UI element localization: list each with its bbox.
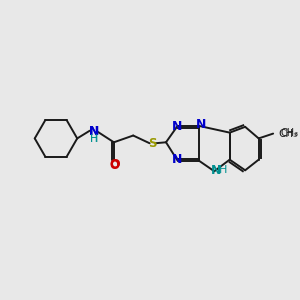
Text: H: H [219,165,227,175]
Text: O: O [110,158,120,171]
Text: N: N [211,164,221,177]
Text: N: N [88,125,99,138]
Text: N: N [88,125,99,138]
Text: CH₃: CH₃ [281,128,299,138]
Text: N: N [171,120,182,133]
Text: O: O [109,159,119,172]
Text: N: N [171,153,182,166]
Text: N: N [196,118,206,131]
Text: H: H [90,134,98,144]
Text: CH₃: CH₃ [278,129,297,139]
Text: S: S [148,137,157,150]
Text: H: H [89,134,98,144]
